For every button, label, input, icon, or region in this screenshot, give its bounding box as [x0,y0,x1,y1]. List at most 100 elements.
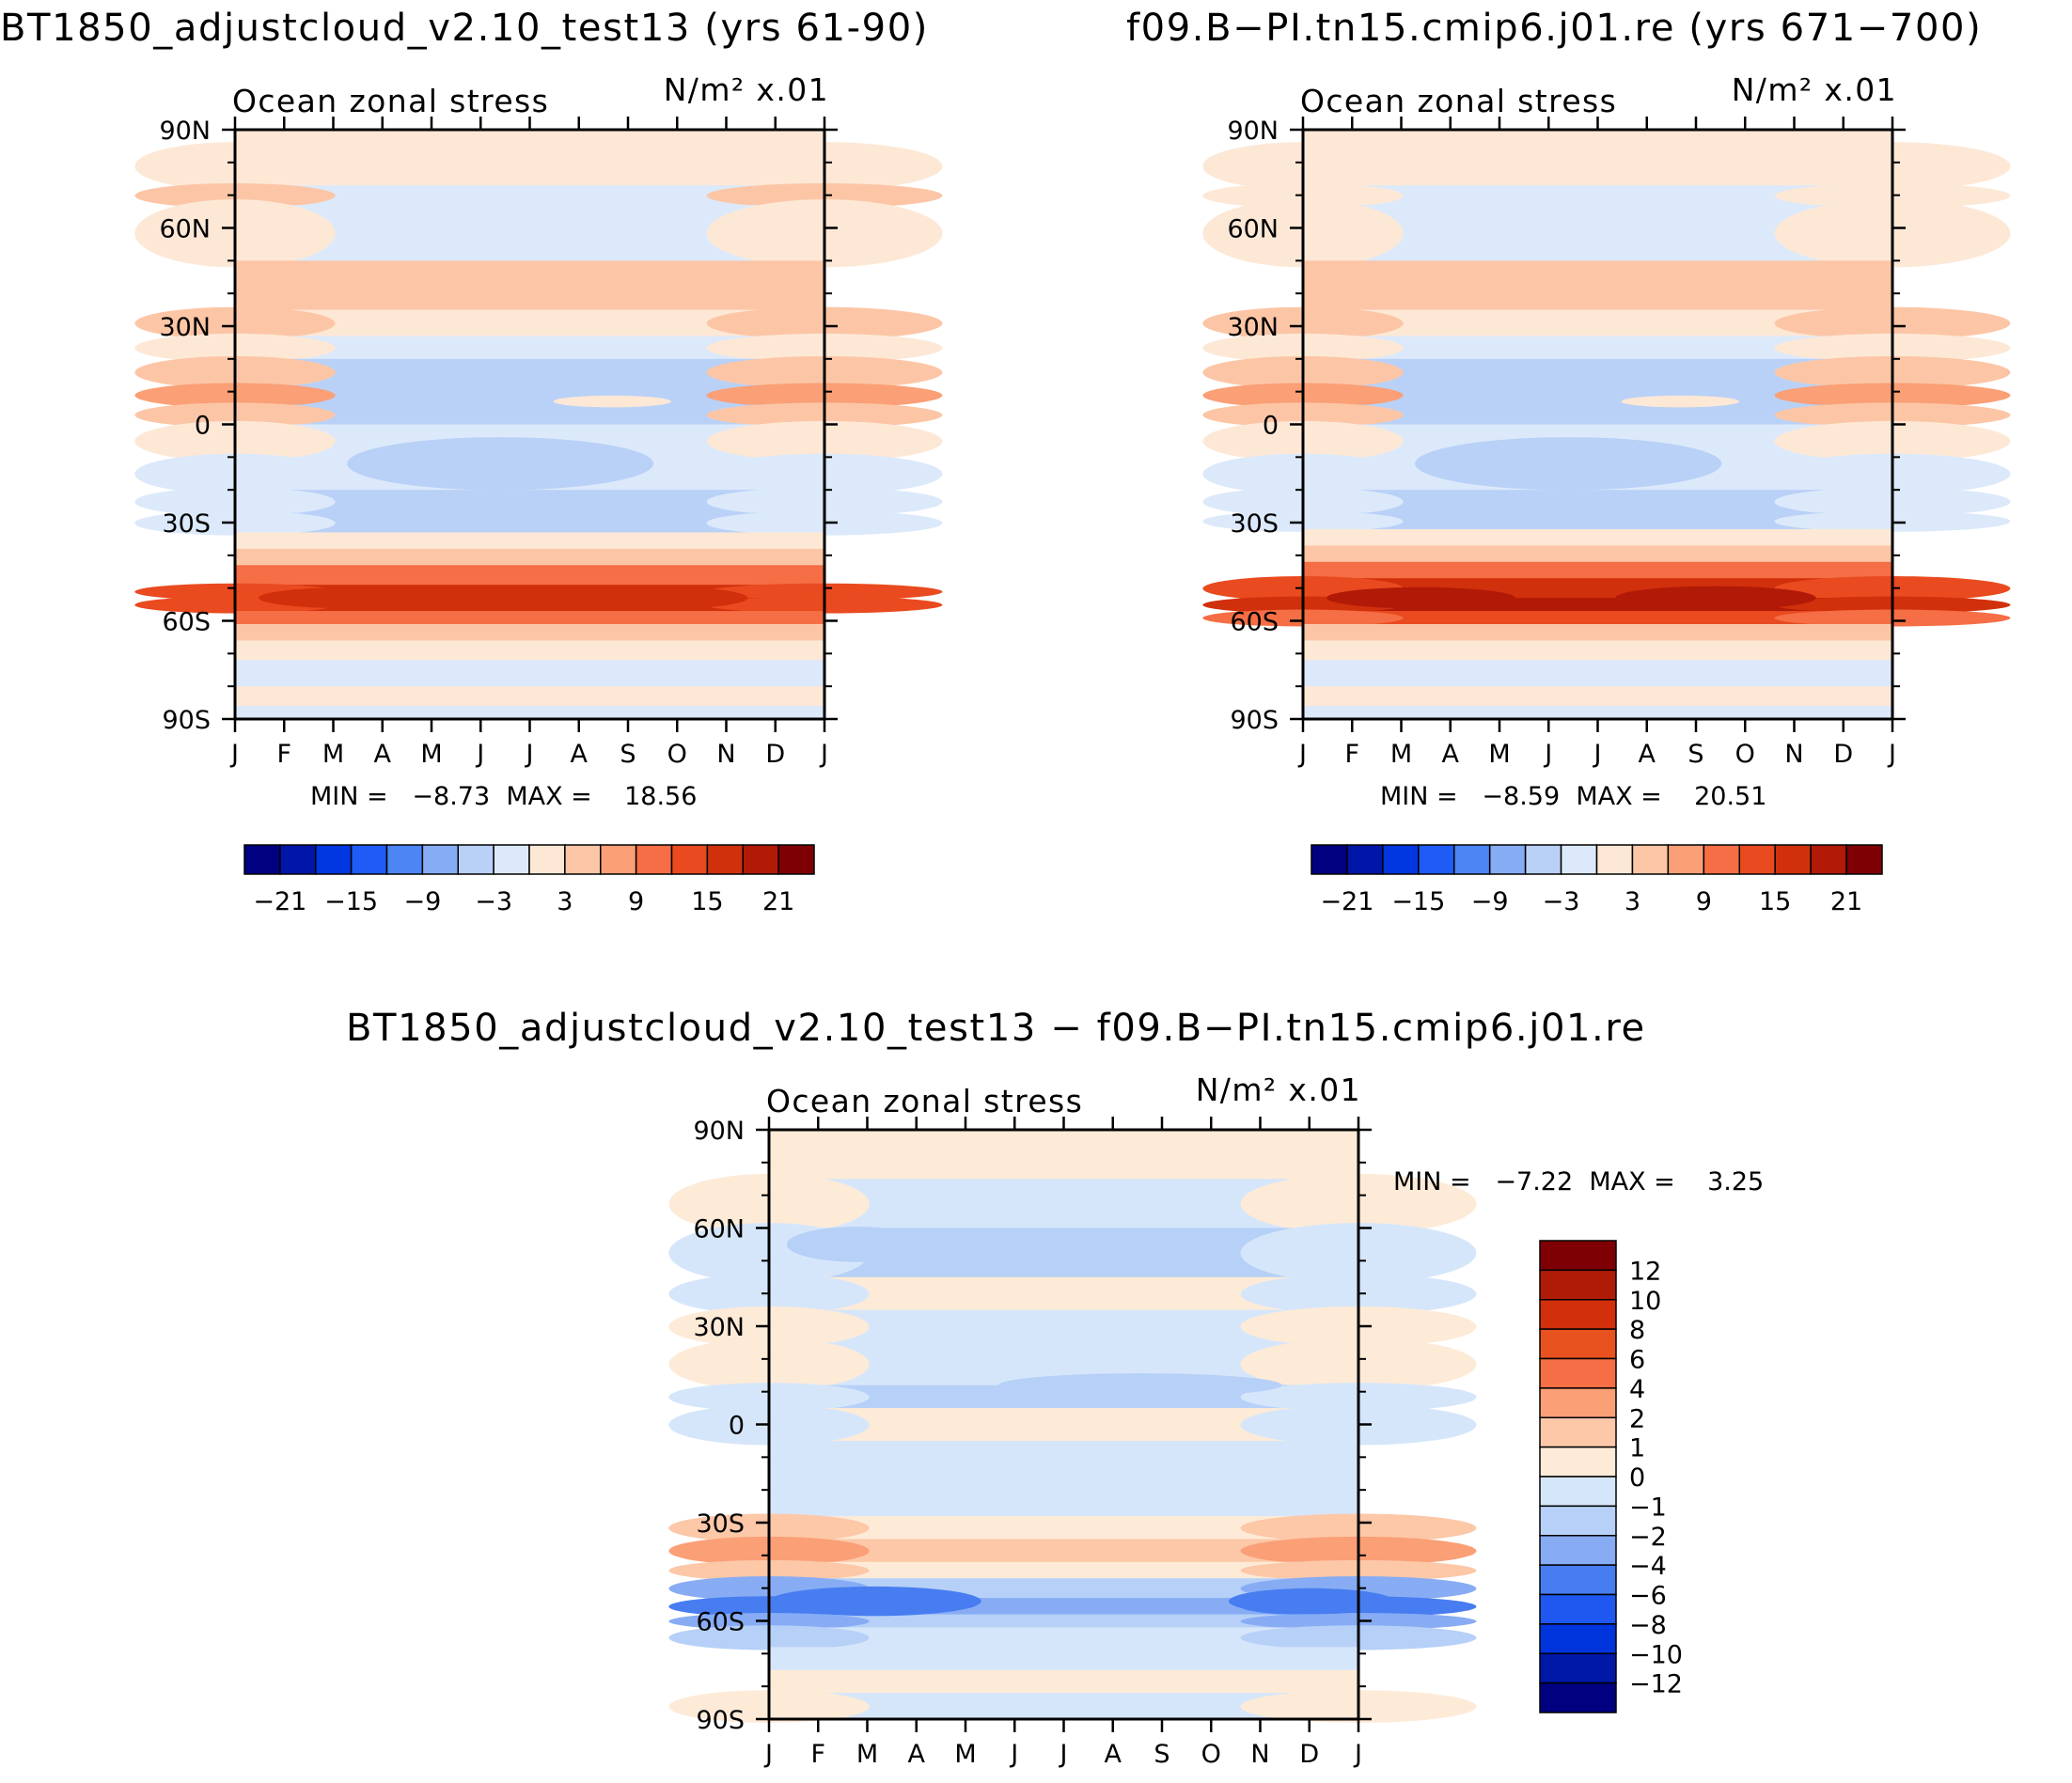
colorbar-swatch [1539,1623,1617,1654]
colorbar-label: −3 [1543,887,1580,916]
colorbar-swatch [1539,1357,1617,1389]
heatmap-band [235,548,824,567]
heatmap-band [1303,611,1892,625]
heatmap-core-patch [769,1586,981,1617]
x-tick-label: D [1299,1740,1319,1769]
x-tick-label: D [1833,740,1853,769]
panel-b: f09.B−PI.tn15.cmip6.j01.re (yrs 671−700)… [1126,7,2011,916]
colorbar-label: 2 [1629,1404,1645,1433]
colorbar-swatch [1845,844,1883,875]
panel-diff-units: N/m² x.01 [1196,1071,1361,1108]
colorbar-swatch [1539,1652,1617,1684]
colorbar-label: −9 [403,887,441,916]
y-tick-label: 90S [697,1706,746,1735]
heatmap-band [769,1146,1358,1181]
colorbar-label: 4 [1629,1375,1645,1404]
heatmap-band [235,640,824,662]
heatmap-band [235,623,824,642]
heatmap-core-patch [1615,586,1816,610]
heatmap-band [235,532,824,550]
x-tick-label: J [1009,1740,1018,1769]
x-tick-label: N [1250,1740,1269,1769]
colorbar-label: −12 [1629,1670,1683,1699]
colorbar-swatch [706,844,744,875]
colorbar-swatch [777,844,815,875]
panel-b-colorbar: −21 −15 −9 −3 3 9 15 21 [1311,844,1883,916]
colorbar-swatch [1488,844,1527,875]
heatmap-core-patch [547,586,748,610]
heatmap-core-patch [553,395,671,408]
colorbar-label: 0 [1629,1463,1645,1493]
colorbar-swatch [1311,844,1348,875]
heatmap-core-patch [786,1227,929,1262]
heatmap-band [1303,260,1892,311]
colorbar-label: 3 [557,887,573,916]
colorbar-swatch [670,844,709,875]
x-tick-label: F [810,1740,825,1769]
colorbar-swatch [1539,1535,1617,1566]
colorbar-swatch [1539,1240,1617,1272]
heatmap-core-patch [1326,587,1515,609]
y-tick-label: 90N [693,1117,745,1146]
panel-a-units: N/m² x.01 [664,71,829,108]
colorbar-swatch [493,844,530,875]
colorbar-swatch [1774,844,1812,875]
heatmap-band [769,1490,1358,1518]
x-tick-label: J [525,740,534,769]
x-tick-label: F [1344,740,1359,769]
x-tick-label: M [420,740,442,769]
y-tick-label: 30N [1227,313,1279,342]
colorbar-label: −10 [1629,1640,1683,1669]
colorbar-swatch [1631,844,1670,875]
y-tick-label: 60S [1231,608,1279,637]
x-tick-label: J [1593,740,1602,769]
heatmap-band [769,1561,1358,1580]
panel-b-stats: MIN = −8.59 MAX = 20.51 [1380,782,1766,811]
y-tick-label: 30S [1231,509,1279,539]
x-tick-label: O [667,740,687,769]
colorbar-swatch [279,844,317,875]
colorbar-label: 6 [1629,1346,1645,1375]
colorbar-swatch [243,844,281,875]
panel-diff-subtitle: Ocean zonal stress [766,1083,1083,1119]
colorbar-label: 1 [1629,1434,1645,1463]
x-tick-label: S [1687,740,1703,769]
heatmap-band [769,1614,1358,1629]
panel-b-subtitle: Ocean zonal stress [1300,83,1617,119]
colorbar-label: 9 [1696,887,1712,916]
heatmap-band [235,384,824,406]
x-tick-label: N [716,740,735,769]
heatmap-band [1303,660,1892,688]
y-tick-label: 90N [159,117,211,146]
colorbar-swatch [1738,844,1776,875]
panel-b-title: f09.B−PI.tn15.cmip6.j01.re (yrs 671−700) [1126,7,1982,50]
heatmap-band [235,706,824,720]
colorbar-swatch [1539,1564,1617,1596]
colorbar-swatch [1595,844,1634,875]
colorbar-swatch [528,844,566,875]
heatmap-core-patch [347,437,654,491]
heatmap-band [235,660,824,688]
heatmap-band [1303,404,1892,426]
x-tick-label: J [1353,1740,1362,1769]
x-tick-label: J [1059,1740,1068,1769]
colorbar-swatch [1382,844,1420,875]
heatmap-band [1303,640,1892,662]
colorbar-label: −9 [1471,887,1509,916]
x-tick-label: M [856,1740,878,1769]
panel-diff: BT1850_adjustcloud_v2.10_test13 − f09.B−… [346,1007,1764,1769]
heatmap-band [1303,686,1892,708]
heatmap-core-patch [1621,395,1739,408]
colorbar-label: −21 [253,887,306,916]
colorbar-swatch [1539,1416,1617,1448]
colorbar-label: 21 [1830,887,1862,916]
heatmap-band [1303,185,1892,207]
heatmap-band [1303,512,1892,530]
colorbar-swatch [1453,844,1491,875]
x-tick-label: S [620,740,636,769]
heatmap-band [235,565,824,587]
colorbar-swatch [1539,1269,1617,1301]
x-tick-label: A [1442,740,1460,769]
colorbar-swatch [1667,844,1705,875]
